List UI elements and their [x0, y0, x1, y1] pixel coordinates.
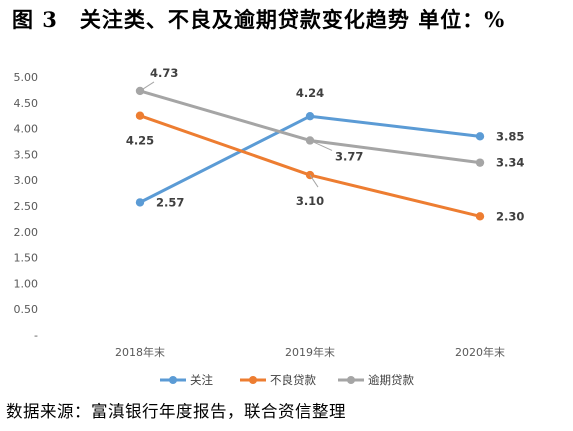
data-point	[475, 158, 485, 167]
data-point	[305, 112, 315, 121]
y-tick-label: 4.50	[14, 97, 39, 110]
data-label: 2.30	[496, 209, 524, 223]
x-tick-label: 2020年末	[455, 345, 505, 359]
data-labels: 2.57 4.24 3.85 4.25 3.10 2.30 4.73 3.77 3.34	[126, 66, 525, 223]
legend-label: 不良贷款	[270, 373, 316, 387]
data-label: 3.34	[496, 156, 524, 170]
data-point	[475, 132, 485, 141]
y-tick-label: 3.00	[14, 174, 39, 187]
leader-line	[309, 174, 319, 188]
legend-swatch-marker	[249, 376, 257, 384]
legend-label: 逾期贷款	[368, 373, 414, 387]
series-line	[139, 114, 481, 204]
data-label: 3.85	[496, 129, 524, 143]
data-label: 2.57	[156, 195, 184, 209]
y-tick-label: 5.00	[14, 71, 39, 84]
data-label: 4.25	[126, 134, 154, 148]
leader-line	[139, 81, 155, 92]
chart-title: 图 3 关注类、不良及逾期贷款变化趋势 单位：%	[12, 7, 506, 32]
y-axis: 5.00 4.50 4.00 3.50 3.00 2.50 2.00 1.50 1.00 0.50…	[14, 71, 39, 342]
leader-lines	[139, 81, 333, 188]
legend: 关注 不良贷款 逾期贷款	[160, 373, 414, 387]
y-tick-label: -	[34, 329, 38, 342]
y-tick-label: 3.50	[14, 148, 39, 161]
legend-label: 关注	[190, 373, 213, 387]
legend-swatch-marker	[169, 376, 177, 384]
leader-line	[309, 140, 333, 151]
data-label: 3.77	[335, 149, 363, 163]
legend-swatch-marker	[347, 376, 355, 384]
x-tick-label: 2019年末	[285, 345, 335, 359]
data-point	[135, 86, 145, 96]
series-line	[139, 89, 481, 165]
data-point	[475, 212, 485, 221]
data-source-note: 数据来源：富滇银行年度报告，联合资信整理	[6, 402, 346, 421]
y-tick-label: 2.50	[14, 200, 39, 213]
y-tick-label: 1.50	[14, 252, 39, 265]
y-tick-label: 1.00	[14, 277, 39, 290]
line-chart: 5.00 4.50 4.00 3.50 3.00 2.50 2.00 1.50 1.00 0.50…	[14, 66, 525, 387]
data-label: 3.10	[296, 194, 324, 208]
y-tick-label: 4.00	[14, 123, 39, 136]
x-tick-label: 2018年末	[115, 345, 165, 359]
x-axis: 2018年末 2019年末 2020年末	[115, 345, 505, 359]
y-tick-label: 0.50	[14, 303, 39, 316]
y-tick-label: 2.00	[14, 226, 39, 239]
data-point	[135, 198, 145, 207]
data-point	[135, 111, 145, 120]
data-label: 4.24	[296, 86, 324, 100]
data-label: 4.73	[150, 66, 178, 80]
